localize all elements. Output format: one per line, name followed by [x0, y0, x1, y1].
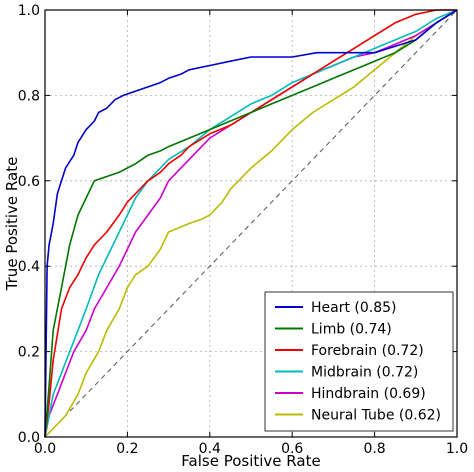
x-axis-label: False Positive Rate — [181, 452, 320, 470]
y-tick-label: 0.2 — [18, 345, 40, 361]
series-layer — [44, 9, 458, 438]
x-tick-label: 0.8 — [363, 441, 385, 457]
y-axis-label: True Positive Rate — [3, 157, 21, 292]
y-tick-label: 0.4 — [18, 259, 40, 275]
series-line-forebrain — [44, 9, 457, 438]
y-tick-label: 0.8 — [18, 88, 40, 104]
axis-ticks: 0.0 0.2 0.4 0.6 0.8 1.0 0.0 0.2 0.4 0.6 0.8 1.0 — [18, 3, 468, 457]
series-line-limb — [44, 9, 458, 438]
x-tick-label: 0.0 — [34, 441, 56, 457]
series-line-midbrain — [44, 9, 458, 438]
x-tick-label: 0.4 — [199, 441, 221, 457]
legend-label-midbrain: Midbrain (0.72) — [311, 365, 418, 381]
x-tick-label: 1.0 — [446, 441, 468, 457]
legend-label-forebrain: Forebrain (0.72) — [311, 343, 424, 359]
y-tick-label: 0.6 — [18, 174, 40, 190]
series-line-heart — [44, 9, 458, 438]
y-tick-label: 1.0 — [18, 3, 40, 19]
x-tick-label: 0.2 — [116, 441, 138, 457]
series-line-hindbrain — [44, 9, 458, 438]
legend-box — [264, 291, 454, 432]
legend-label-neural-tube: Neural Tube (0.62) — [311, 408, 441, 424]
series-line-neural-tube — [44, 9, 458, 438]
plot-frame — [44, 9, 458, 438]
legend-label-hindbrain: Hindbrain (0.69) — [311, 386, 426, 402]
x-tick-label: 0.6 — [281, 441, 303, 457]
legend-label-heart: Heart (0.85) — [311, 300, 397, 316]
legend: Heart (0.85) Limb (0.74) Forebrain (0.72) M… — [264, 291, 454, 432]
y-tick-label: 0.0 — [18, 430, 40, 446]
legend-label-limb: Limb (0.74) — [311, 322, 392, 338]
